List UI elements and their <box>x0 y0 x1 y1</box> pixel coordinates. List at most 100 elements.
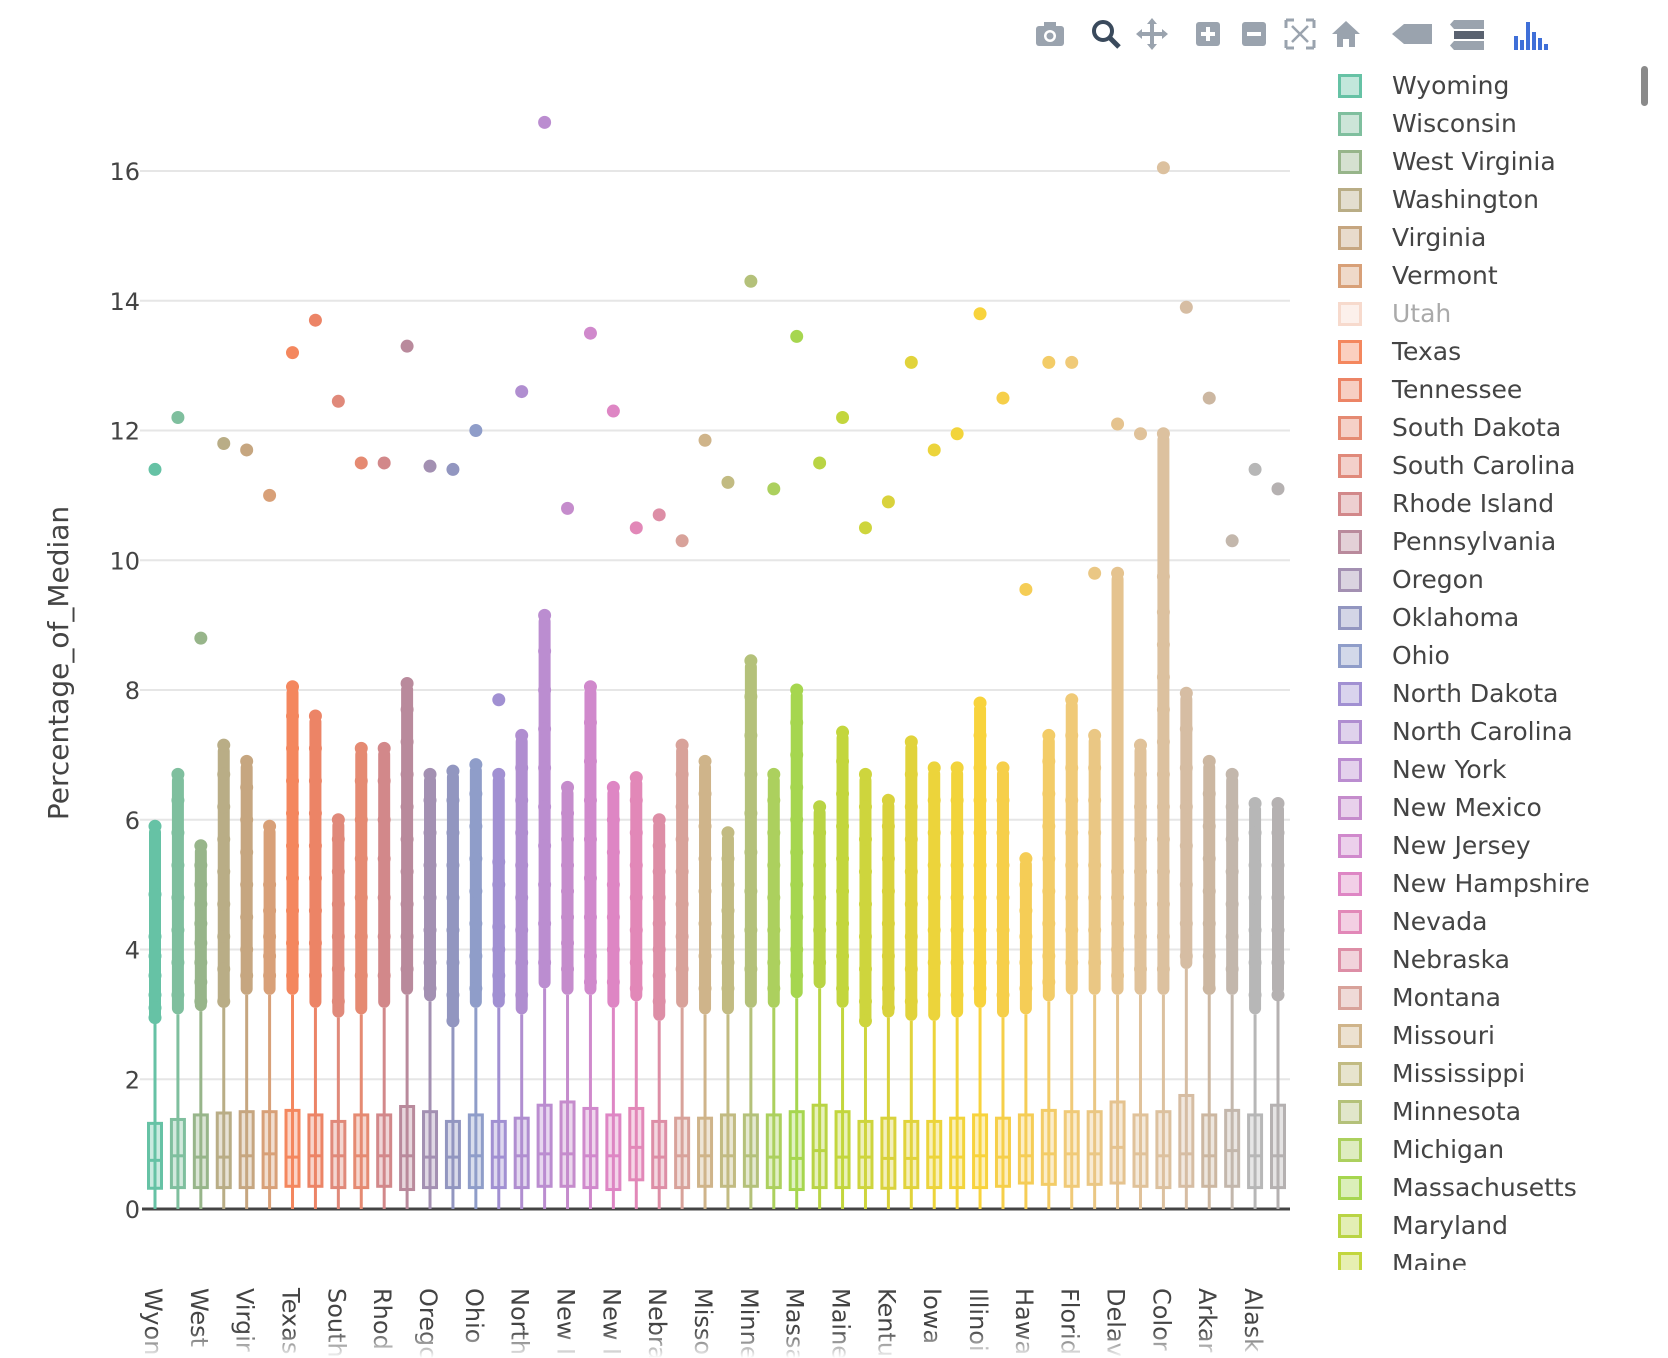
outlier-point[interactable] <box>927 826 941 840</box>
outlier-point[interactable] <box>629 521 643 535</box>
box-trace[interactable] <box>697 433 714 1209</box>
legend-item[interactable]: Oklahoma <box>1330 602 1650 638</box>
outlier-point[interactable] <box>858 767 872 781</box>
box-trace[interactable] <box>903 355 920 1209</box>
outlier-point[interactable] <box>767 482 781 496</box>
legend-item[interactable]: New York <box>1330 754 1650 790</box>
outlier-point[interactable] <box>446 764 460 778</box>
box[interactable] <box>559 1100 576 1188</box>
outlier-point[interactable] <box>583 975 597 989</box>
outlier-point[interactable] <box>790 329 804 343</box>
outlier-point[interactable] <box>446 955 460 969</box>
outlier-point[interactable] <box>950 761 964 775</box>
box[interactable] <box>880 1116 897 1190</box>
outlier-point[interactable] <box>927 858 941 872</box>
outlier-point[interactable] <box>652 813 666 827</box>
box-trace[interactable] <box>765 482 782 1209</box>
box[interactable] <box>238 1110 255 1190</box>
box[interactable] <box>261 1110 278 1190</box>
outlier-point[interactable] <box>1179 949 1193 963</box>
outlier-point[interactable] <box>1111 891 1125 905</box>
outlier-point[interactable] <box>996 391 1010 405</box>
outlier-point[interactable] <box>652 917 666 931</box>
box-trace[interactable] <box>857 521 874 1209</box>
box[interactable] <box>1017 1113 1034 1185</box>
outlier-point[interactable] <box>1179 839 1193 853</box>
outlier-point[interactable] <box>698 433 712 447</box>
outlier-point[interactable] <box>538 115 552 129</box>
outlier-point[interactable] <box>194 858 208 872</box>
outlier-point[interactable] <box>286 806 300 820</box>
outlier-point[interactable] <box>515 988 529 1002</box>
outlier-point[interactable] <box>1271 797 1285 811</box>
box[interactable] <box>949 1116 966 1190</box>
outlier-point[interactable] <box>1225 930 1239 944</box>
outlier-point[interactable] <box>1248 858 1262 872</box>
outlier-point[interactable] <box>1248 797 1262 811</box>
outlier-point[interactable] <box>744 274 758 288</box>
outlier-point[interactable] <box>881 949 895 963</box>
outlier-point[interactable] <box>675 962 689 976</box>
box-trace[interactable] <box>169 411 186 1209</box>
outlier-point[interactable] <box>538 608 552 622</box>
outlier-point[interactable] <box>1042 917 1056 931</box>
outlier-point[interactable] <box>1065 793 1079 807</box>
outlier-point[interactable] <box>675 865 689 879</box>
outlier-point[interactable] <box>629 858 643 872</box>
outlier-point[interactable] <box>1156 670 1170 684</box>
outlier-point[interactable] <box>492 693 506 707</box>
outlier-point[interactable] <box>1133 832 1147 846</box>
box[interactable] <box>788 1110 805 1192</box>
outlier-point[interactable] <box>767 923 781 937</box>
outlier-point[interactable] <box>606 404 620 418</box>
outlier-point[interactable] <box>308 774 322 788</box>
outlier-point[interactable] <box>858 930 872 944</box>
outlier-point[interactable] <box>148 949 162 963</box>
box[interactable] <box>536 1103 553 1188</box>
box-trace[interactable] <box>399 339 416 1209</box>
outlier-point[interactable] <box>606 813 620 827</box>
outlier-point[interactable] <box>286 871 300 885</box>
outlier-point[interactable] <box>400 339 414 353</box>
box-trace[interactable] <box>628 521 645 1209</box>
outlier-point[interactable] <box>561 858 575 872</box>
outlier-point[interactable] <box>400 832 414 846</box>
outlier-point[interactable] <box>652 508 666 522</box>
outlier-point[interactable] <box>194 955 208 969</box>
outlier-point[interactable] <box>721 930 735 944</box>
legend-item[interactable]: Pennsylvania <box>1330 526 1650 562</box>
box[interactable] <box>972 1113 989 1190</box>
box-trace[interactable] <box>972 307 989 1209</box>
outlier-point[interactable] <box>492 988 506 1002</box>
outlier-point[interactable] <box>858 521 872 535</box>
outlier-point[interactable] <box>629 955 643 969</box>
outlier-point[interactable] <box>1065 891 1079 905</box>
outlier-point[interactable] <box>652 891 666 905</box>
outlier-point[interactable] <box>698 884 712 898</box>
reset-axes-icon[interactable] <box>1324 12 1368 56</box>
box-trace[interactable] <box>238 443 255 1209</box>
outlier-point[interactable] <box>1248 826 1262 840</box>
outlier-point[interactable] <box>171 955 185 969</box>
outlier-point[interactable] <box>904 994 918 1008</box>
outlier-point[interactable] <box>858 832 872 846</box>
outlier-point[interactable] <box>354 456 368 470</box>
outlier-point[interactable] <box>721 904 735 918</box>
outlier-point[interactable] <box>538 917 552 931</box>
box-trace[interactable] <box>1224 534 1241 1209</box>
outlier-point[interactable] <box>423 923 437 937</box>
outlier-point[interactable] <box>744 845 758 859</box>
outlier-point[interactable] <box>148 968 162 982</box>
outlier-point[interactable] <box>721 852 735 866</box>
outlier-point[interactable] <box>308 709 322 723</box>
outlier-point[interactable] <box>217 767 231 781</box>
outlier-point[interactable] <box>1248 923 1262 937</box>
outlier-point[interactable] <box>492 943 506 956</box>
outlier-point[interactable] <box>698 981 712 995</box>
outlier-point[interactable] <box>1248 891 1262 905</box>
outlier-point[interactable] <box>1088 891 1102 905</box>
box[interactable] <box>628 1106 645 1182</box>
outlier-point[interactable] <box>790 780 804 794</box>
outlier-point[interactable] <box>400 930 414 944</box>
outlier-point[interactable] <box>858 1014 872 1028</box>
